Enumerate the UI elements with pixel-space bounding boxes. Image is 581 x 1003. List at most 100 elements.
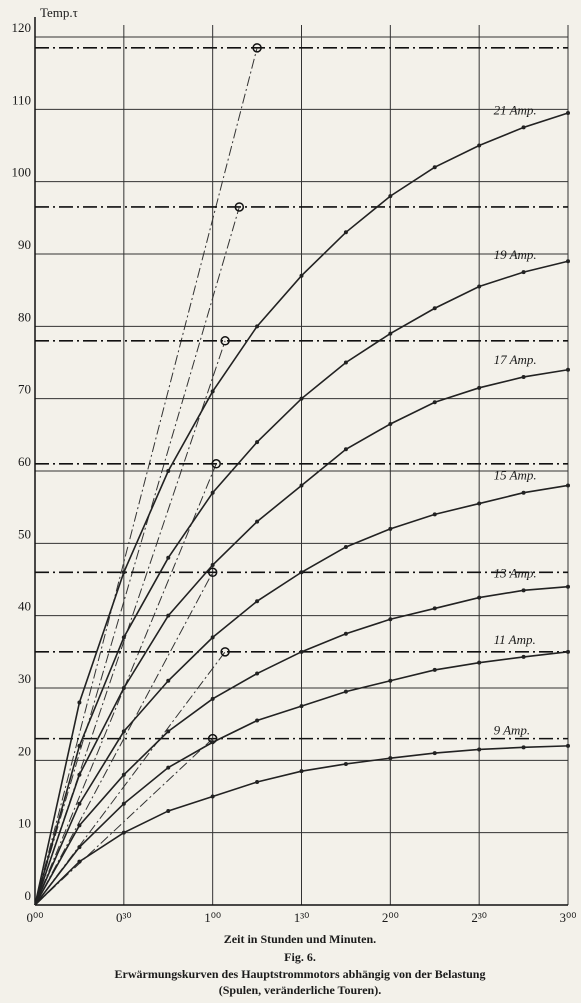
data-point <box>477 385 482 390</box>
data-point <box>77 772 82 777</box>
x-tick-label: 2⁰⁰ <box>382 910 399 925</box>
data-point <box>477 501 482 506</box>
data-point <box>388 756 393 761</box>
data-point <box>166 808 171 813</box>
tangent-line <box>34 572 214 906</box>
data-point <box>255 519 260 524</box>
y-tick-label: 30 <box>18 671 31 686</box>
data-point <box>210 740 215 745</box>
data-point <box>166 555 171 560</box>
data-point <box>343 360 348 365</box>
data-point <box>121 570 126 575</box>
tangent-line <box>34 206 240 906</box>
data-point <box>343 761 348 766</box>
data-point <box>210 794 215 799</box>
x-axis-label: Zeit in Stunden und Minuten. <box>224 932 376 946</box>
y-tick-label: 0 <box>25 888 32 903</box>
x-tick-label: 1³⁰ <box>294 910 310 925</box>
data-point <box>432 667 437 672</box>
data-point <box>566 584 570 589</box>
data-point <box>166 613 171 618</box>
x-tick-label: 1⁰⁰ <box>204 910 221 925</box>
series-label: 17 Amp. <box>494 352 537 367</box>
data-point <box>210 389 215 394</box>
data-point <box>77 700 82 705</box>
data-point <box>388 678 393 683</box>
asymptote-marker <box>207 567 218 578</box>
data-point <box>299 396 304 401</box>
data-point <box>432 306 437 311</box>
data-point <box>343 230 348 235</box>
data-point <box>521 270 526 275</box>
data-point <box>299 273 304 278</box>
asymptote-marker <box>220 336 230 346</box>
data-point <box>521 745 526 750</box>
data-point <box>299 704 304 709</box>
y-tick-label: 120 <box>12 20 32 35</box>
data-point <box>521 374 526 379</box>
y-tick-label: 50 <box>18 526 31 541</box>
tangent-line <box>34 651 226 906</box>
asymptote-marker <box>220 647 230 657</box>
data-point <box>566 483 570 488</box>
data-point <box>388 331 393 336</box>
x-tick-label: 3⁰⁰ <box>560 910 577 925</box>
series-label: 11 Amp. <box>494 632 536 647</box>
data-point <box>388 194 393 199</box>
data-point <box>121 772 126 777</box>
data-point <box>343 447 348 452</box>
y-tick-label: 80 <box>18 309 31 324</box>
data-point <box>210 696 215 701</box>
data-point <box>432 400 437 405</box>
data-point <box>166 765 171 770</box>
series-label: 19 Amp. <box>494 247 537 262</box>
data-point <box>388 526 393 531</box>
x-tick-label: 2³⁰ <box>471 910 487 925</box>
y-tick-label: 110 <box>12 92 31 107</box>
data-point <box>521 654 526 659</box>
data-point <box>77 743 82 748</box>
data-point <box>477 595 482 600</box>
data-point <box>255 671 260 676</box>
data-point <box>477 660 482 665</box>
data-point <box>255 718 260 723</box>
y-tick-label: 100 <box>12 165 32 180</box>
data-point <box>255 780 260 785</box>
asymptote-marker <box>211 459 221 469</box>
data-point <box>121 801 126 806</box>
asymptote-marker <box>252 43 262 53</box>
data-point <box>566 110 570 115</box>
data-point <box>432 751 437 756</box>
data-point <box>166 678 171 683</box>
data-point <box>343 689 348 694</box>
figure-number: Fig. 6. <box>284 950 316 964</box>
data-point <box>388 421 393 426</box>
data-point <box>299 570 304 575</box>
data-point <box>521 588 526 593</box>
data-point <box>121 635 126 640</box>
data-point <box>77 859 82 864</box>
data-point <box>343 544 348 549</box>
data-point <box>77 845 82 850</box>
chart-subtitle: (Spulen, veränderliche Touren). <box>219 983 381 997</box>
chart-title: Erwärmungskurven des Hauptstrommotors ab… <box>115 967 486 981</box>
y-tick-label: 20 <box>18 743 31 758</box>
data-point <box>343 631 348 636</box>
data-point <box>299 483 304 488</box>
data-point <box>77 801 82 806</box>
data-point <box>255 599 260 604</box>
series-label: 21 Amp. <box>494 102 537 117</box>
data-point <box>299 649 304 654</box>
data-point <box>210 563 215 568</box>
y-tick-label: 60 <box>18 454 31 469</box>
data-point <box>210 490 215 495</box>
data-point <box>477 747 482 752</box>
data-point <box>477 284 482 289</box>
data-point <box>255 324 260 329</box>
x-tick-label: 0⁰⁰ <box>27 910 44 925</box>
data-point <box>77 823 82 828</box>
data-point <box>566 367 570 372</box>
data-point <box>566 259 570 264</box>
